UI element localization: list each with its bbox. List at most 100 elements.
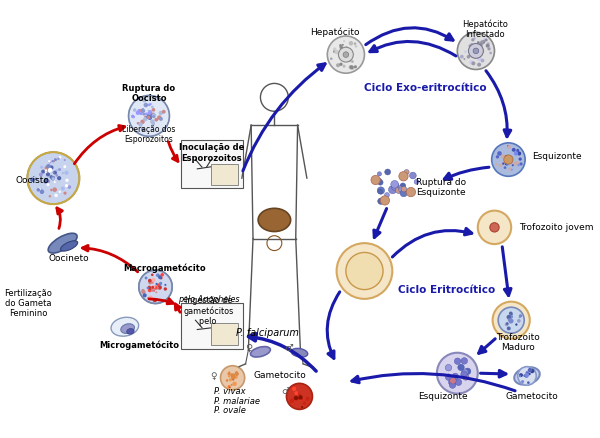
Circle shape [347, 59, 349, 61]
Circle shape [504, 156, 508, 160]
Circle shape [377, 198, 384, 205]
Text: Ciclo Eritrocítico: Ciclo Eritrocítico [398, 285, 495, 295]
Text: Ingestão de
gametócitos
pelo: Ingestão de gametócitos pelo [184, 296, 233, 326]
Circle shape [345, 54, 347, 57]
Circle shape [517, 319, 521, 323]
Text: ♀: ♀ [245, 343, 252, 353]
Circle shape [301, 398, 304, 401]
Circle shape [473, 49, 476, 53]
Circle shape [517, 152, 521, 155]
Circle shape [35, 177, 37, 180]
Circle shape [53, 177, 56, 180]
Circle shape [289, 401, 292, 403]
Circle shape [344, 53, 349, 57]
Circle shape [235, 372, 239, 376]
Circle shape [65, 184, 68, 187]
Circle shape [147, 114, 151, 118]
Text: Hepatócito: Hepatócito [310, 28, 359, 37]
Circle shape [377, 172, 382, 176]
Circle shape [376, 178, 382, 184]
Circle shape [164, 284, 166, 286]
Circle shape [343, 52, 347, 55]
Text: Ruptura do
Esquizonte: Ruptura do Esquizonte [416, 178, 466, 197]
Circle shape [401, 186, 407, 192]
Text: Trofozoito
Maduro: Trofozoito Maduro [496, 333, 539, 352]
Circle shape [479, 47, 484, 52]
Circle shape [461, 369, 468, 375]
Circle shape [508, 161, 510, 163]
Circle shape [445, 364, 452, 371]
Circle shape [399, 172, 408, 181]
FancyBboxPatch shape [211, 324, 238, 345]
Circle shape [47, 183, 49, 186]
Circle shape [469, 45, 471, 47]
Circle shape [510, 313, 512, 315]
Circle shape [55, 174, 58, 177]
Circle shape [292, 387, 296, 391]
Circle shape [142, 290, 146, 294]
Circle shape [511, 319, 514, 322]
Circle shape [399, 187, 406, 193]
Circle shape [57, 176, 61, 180]
Circle shape [471, 51, 475, 55]
Circle shape [508, 162, 511, 164]
Circle shape [503, 166, 506, 169]
Circle shape [346, 48, 349, 51]
Circle shape [385, 193, 389, 198]
Circle shape [343, 65, 346, 68]
Circle shape [507, 326, 511, 330]
Circle shape [151, 278, 155, 282]
Circle shape [139, 122, 143, 127]
Circle shape [512, 148, 515, 152]
Circle shape [507, 145, 511, 149]
Circle shape [377, 180, 383, 185]
Circle shape [140, 120, 145, 124]
Circle shape [346, 252, 383, 290]
Circle shape [153, 298, 157, 302]
Circle shape [371, 175, 380, 185]
Circle shape [512, 162, 515, 166]
Circle shape [510, 319, 514, 323]
Circle shape [461, 358, 467, 364]
Circle shape [475, 49, 477, 52]
Circle shape [506, 158, 511, 162]
FancyBboxPatch shape [181, 140, 243, 188]
Circle shape [48, 168, 52, 172]
Circle shape [499, 164, 502, 167]
Circle shape [508, 158, 509, 160]
Circle shape [493, 302, 530, 339]
Circle shape [56, 169, 58, 172]
Circle shape [295, 397, 298, 401]
Circle shape [139, 109, 143, 113]
Circle shape [526, 372, 529, 375]
Circle shape [464, 368, 471, 374]
Circle shape [145, 276, 148, 279]
Circle shape [509, 318, 512, 321]
Circle shape [515, 323, 518, 326]
Circle shape [341, 57, 344, 60]
Circle shape [508, 167, 512, 171]
Circle shape [150, 103, 152, 105]
Circle shape [473, 48, 476, 51]
Circle shape [151, 274, 154, 276]
Circle shape [227, 385, 231, 388]
Circle shape [151, 106, 154, 108]
Circle shape [514, 151, 518, 155]
Circle shape [228, 375, 230, 378]
Circle shape [470, 48, 472, 50]
Circle shape [510, 157, 512, 159]
Circle shape [298, 395, 303, 399]
Circle shape [159, 117, 163, 121]
Circle shape [147, 297, 149, 299]
Circle shape [141, 289, 145, 292]
Circle shape [526, 371, 529, 374]
Circle shape [473, 48, 479, 54]
Circle shape [506, 155, 510, 159]
Circle shape [342, 49, 346, 53]
Ellipse shape [111, 317, 139, 336]
Circle shape [160, 284, 161, 286]
Circle shape [349, 60, 350, 61]
Circle shape [328, 36, 364, 73]
Circle shape [152, 299, 156, 302]
Circle shape [509, 319, 513, 324]
